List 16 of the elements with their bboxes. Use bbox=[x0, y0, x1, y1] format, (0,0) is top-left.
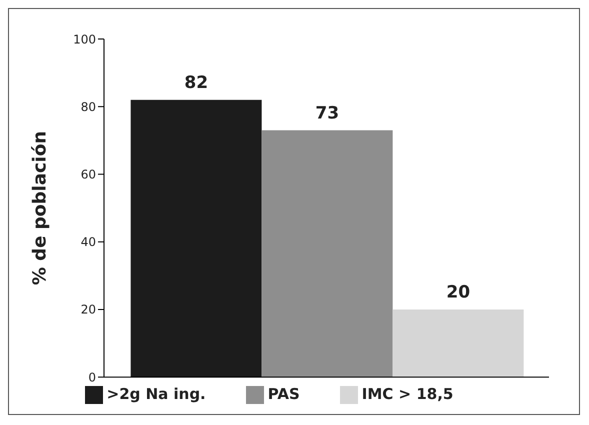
bar bbox=[262, 130, 393, 378]
y-tick-label: 100 bbox=[73, 32, 96, 46]
y-tick-label: 80 bbox=[80, 100, 96, 114]
y-tick-label: 20 bbox=[80, 302, 96, 317]
bar bbox=[130, 100, 262, 378]
bar bbox=[392, 309, 524, 378]
y-axis-title: % de población bbox=[29, 130, 50, 286]
data-label: 20 bbox=[446, 282, 470, 302]
legend-label: IMC > 18,5 bbox=[362, 385, 454, 404]
legend-label: >2g Na ing. bbox=[106, 385, 206, 404]
y-tick-label: 60 bbox=[80, 168, 96, 182]
y-tick-label: 0 bbox=[88, 370, 96, 384]
legend-label: PAS bbox=[268, 385, 300, 404]
y-tick-label: 40 bbox=[80, 235, 96, 250]
data-label: 73 bbox=[315, 103, 340, 124]
data-label: 82 bbox=[184, 72, 208, 93]
